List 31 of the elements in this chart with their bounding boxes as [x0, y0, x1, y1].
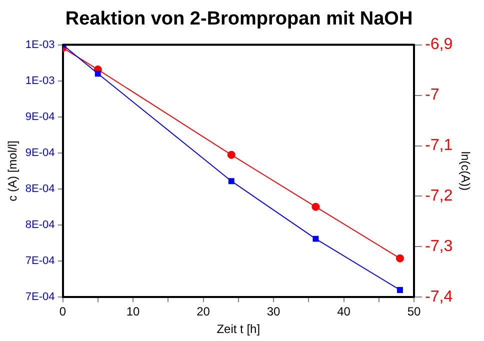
point [94, 70, 101, 77]
y2-axis-title: ln(c(A)) [458, 151, 472, 191]
x-tick-label: 0 [59, 304, 66, 319]
point [228, 178, 234, 184]
x-axis-title: Zeit t [h] [216, 322, 260, 336]
y-tick-label: 8E-04 [25, 183, 55, 196]
y-tick-label: 1E-03 [25, 74, 55, 87]
x-tick-label: 50 [407, 304, 422, 319]
x-tick-label: 30 [266, 304, 281, 319]
x-tick-label: 40 [337, 304, 351, 319]
point [397, 287, 403, 293]
y-tick-label: 1E-03 [25, 38, 55, 51]
chart-title: Reaktion von 2-Brompropan mit NaOH [65, 8, 413, 30]
y2-tick-label: -7,1 [425, 137, 453, 154]
point [312, 202, 320, 211]
y-tick-label: 7E-04 [25, 291, 55, 304]
point [312, 236, 319, 242]
y-tick-label: 9E-04 [25, 147, 55, 160]
y2-tick-label: -7 [425, 86, 440, 104]
y2-tick-label: -7,3 [425, 238, 453, 256]
y-tick-label: 8E-04 [25, 219, 55, 232]
y2-tick-label: -7,2 [425, 188, 453, 205]
point [227, 150, 236, 159]
y2-tick-label: -6,9 [425, 36, 453, 54]
y-tick-label: 7E-04 [25, 255, 55, 268]
y-tick-label: 9E-04 [25, 110, 55, 123]
point [396, 254, 404, 262]
x-tick-label: 20 [196, 304, 210, 319]
y2-tick-label: -7,4 [425, 288, 453, 306]
y-axis-title: c (A) [mol/l] [6, 140, 20, 202]
x-tick-label: 10 [126, 304, 140, 319]
